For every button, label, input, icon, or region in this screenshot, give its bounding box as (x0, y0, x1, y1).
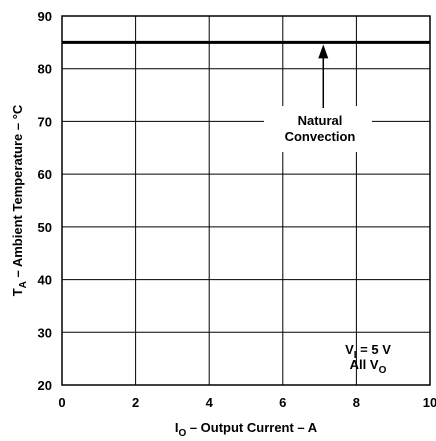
tick-labels: 0 2 4 6 8 10 20 30 40 50 60 70 80 90 (38, 9, 436, 410)
y-tick-label: 90 (38, 9, 52, 24)
x-axis-label-sub: O (178, 428, 186, 439)
y-axis-label-main: T (10, 288, 25, 296)
condition-label: VI = 5 V (345, 342, 391, 361)
x-tick-label: 8 (353, 395, 360, 410)
x-tick-label: 6 (279, 395, 286, 410)
y-axis-label: TA – Ambient Temperature – °C (10, 104, 29, 296)
x-tick-label: 0 (58, 395, 65, 410)
y-tick-label: 70 (38, 114, 52, 129)
x-tick-label: 10 (423, 395, 436, 410)
x-axis-label-rest: – Output Current – A (186, 420, 318, 435)
arrow-head (318, 44, 329, 59)
plot-frame (61, 15, 431, 386)
x-axis-label-main: I (175, 420, 179, 435)
condition-label: All VO (350, 357, 387, 376)
series-annotation-label: Natural (298, 113, 343, 128)
y-tick-label: 20 (38, 378, 52, 393)
y-tick-label: 50 (38, 220, 52, 235)
x-tick-label: 4 (206, 395, 214, 410)
y-axis-label-sub: A (18, 281, 29, 288)
x-axis-label: IO – Output Current – A (175, 420, 318, 439)
y-tick-label: 30 (38, 325, 52, 340)
series-annotation-label: Convection (285, 129, 356, 144)
y-tick-label: 60 (38, 167, 52, 182)
y-axis-label-rest: – Ambient Temperature – °C (10, 104, 25, 281)
x-tick-label: 2 (132, 395, 139, 410)
y-tick-label: 40 (38, 273, 52, 288)
y-tick-label: 80 (38, 62, 52, 77)
grid (62, 16, 430, 385)
